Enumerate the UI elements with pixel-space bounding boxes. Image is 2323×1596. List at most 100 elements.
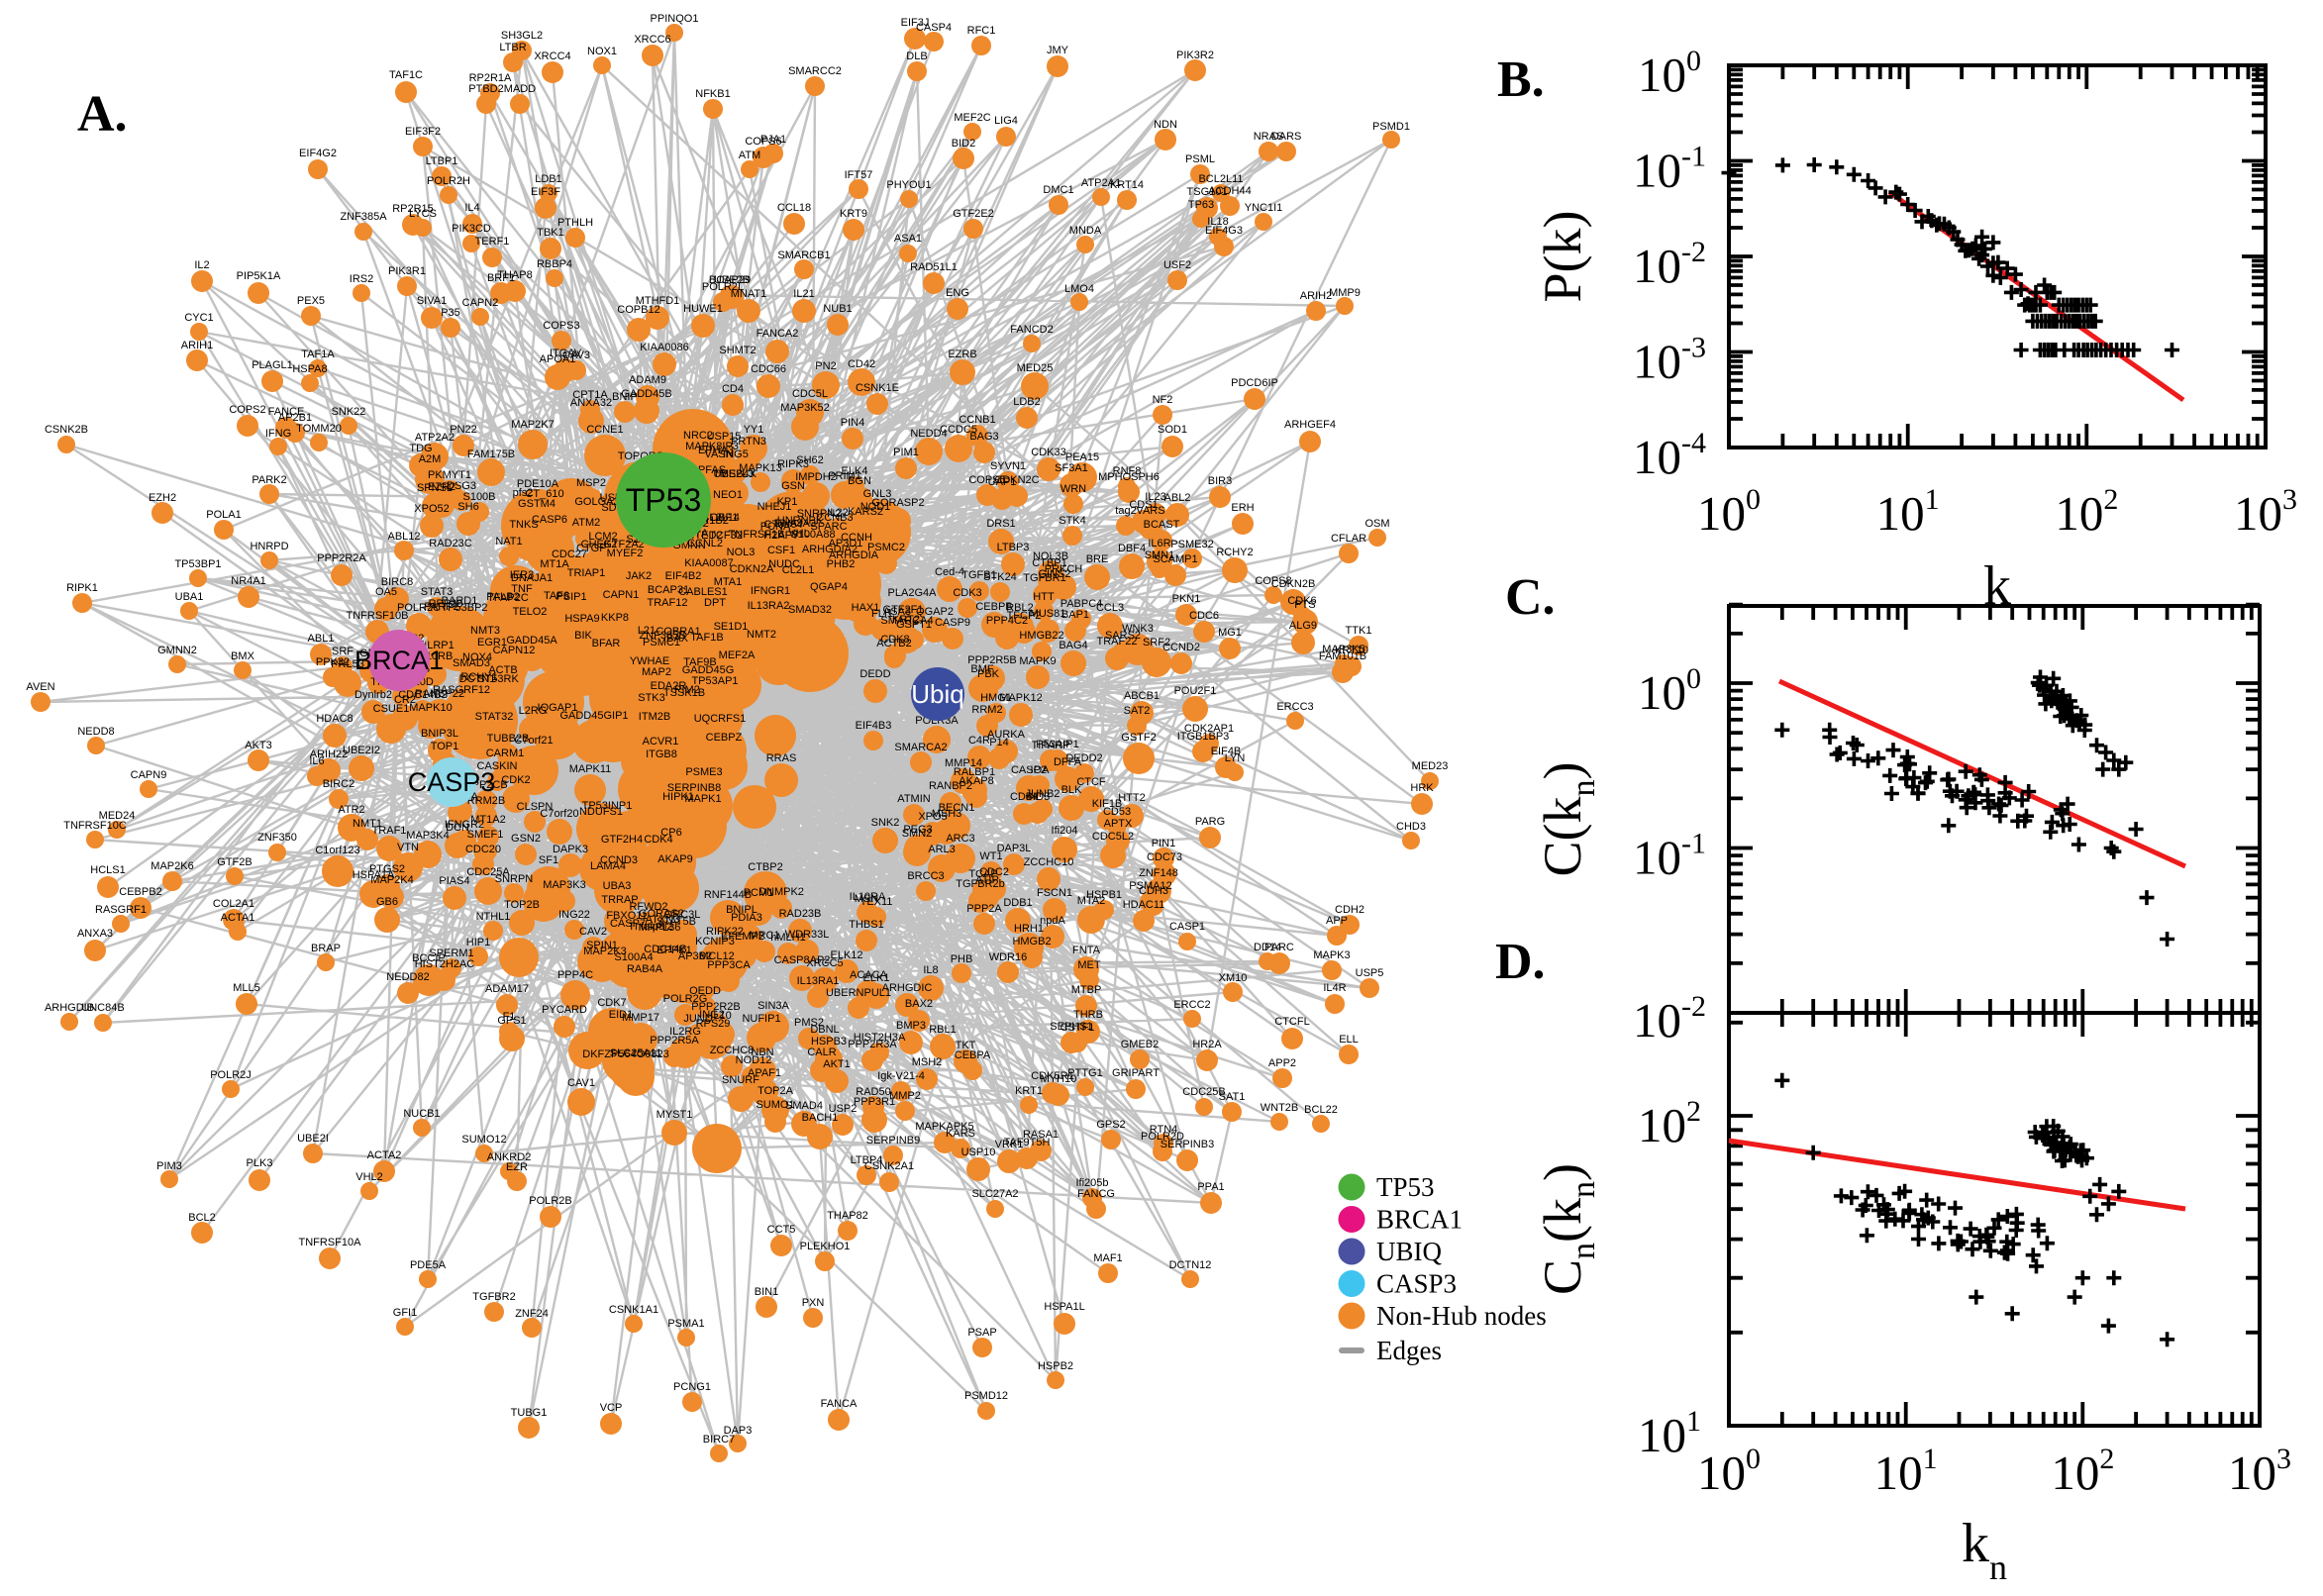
svg-text:BMX: BMX (231, 650, 255, 662)
svg-text:ENG: ENG (946, 287, 969, 299)
svg-text:PTS: PTS (1294, 599, 1315, 611)
svg-text:CDKN2B: CDKN2B (1271, 578, 1316, 590)
svg-text:RTN4: RTN4 (1150, 1124, 1178, 1136)
svg-text:TRIAP1: TRIAP1 (567, 567, 606, 579)
svg-text:BAX: BAX (666, 633, 689, 645)
svg-text:EGR1: EGR1 (477, 637, 507, 648)
svg-text:TFCP2: TFCP2 (1007, 610, 1042, 622)
svg-text:PALB2: PALB2 (486, 591, 519, 603)
svg-text:PEX5: PEX5 (297, 295, 325, 307)
svg-text:SLC25A11: SLC25A11 (610, 1047, 661, 1059)
svg-text:CAV2: CAV2 (579, 926, 607, 938)
svg-text:HDAC11: HDAC11 (1123, 899, 1165, 911)
svg-text:HMG1: HMG1 (980, 692, 1012, 704)
svg-text:MSH3: MSH3 (932, 808, 962, 820)
svg-text:APAF1: APAF1 (748, 1067, 781, 1079)
svg-text:CEBPA: CEBPA (955, 1049, 991, 1061)
svg-text:CASP8AP2: CASP8AP2 (774, 954, 831, 966)
svg-text:GTF2F1: GTF2F1 (883, 604, 924, 616)
svg-text:DPT: DPT (704, 597, 726, 609)
svg-text:ZNF148: ZNF148 (1139, 867, 1178, 879)
svg-text:SMAD32: SMAD32 (788, 604, 832, 616)
svg-text:GSTM4: GSTM4 (518, 498, 556, 510)
svg-text:MLL5: MLL5 (233, 982, 260, 994)
svg-text:SOD1: SOD1 (1158, 424, 1187, 436)
svg-text:PN2: PN2 (815, 360, 836, 372)
svg-text:RIPK1: RIPK1 (66, 582, 98, 594)
svg-text:AP3D1: AP3D1 (829, 538, 863, 549)
svg-text:HAX1: HAX1 (852, 602, 880, 614)
svg-text:MAP3K4: MAP3K4 (406, 830, 449, 842)
svg-text:IRS2: IRS2 (350, 273, 373, 285)
svg-text:BMF: BMF (970, 663, 994, 675)
svg-text:NDN: NDN (1154, 119, 1177, 131)
svg-text:NRC2: NRC2 (683, 430, 713, 442)
svg-text:SERPINB3: SERPINB3 (1161, 1139, 1214, 1150)
svg-text:GORAS2: GORAS2 (639, 908, 684, 920)
svg-text:ALG9: ALG9 (1289, 620, 1317, 632)
svg-text:THAP82: THAP82 (827, 1210, 868, 1222)
svg-text:TP53: TP53 (626, 482, 701, 518)
svg-text:RP2R15: RP2R15 (392, 203, 434, 215)
svg-text:CR2: CR2 (394, 694, 416, 706)
svg-text:PPP2R2A: PPP2R2A (317, 552, 366, 564)
svg-text:PTTG1: PTTG1 (1067, 1067, 1102, 1079)
svg-text:MSH2: MSH2 (912, 1056, 943, 1068)
svg-text:CSNK2B: CSNK2B (45, 424, 88, 436)
svg-text:PIAS4: PIAS4 (439, 875, 469, 887)
svg-text:BNIPL: BNIPL (726, 904, 758, 916)
svg-text:MMP2: MMP2 (889, 1090, 921, 1102)
svg-text:WNK3: WNK3 (1122, 623, 1154, 635)
svg-text:NRAS: NRAS (1254, 131, 1284, 143)
svg-text:SERPINB9: SERPINB9 (866, 1135, 920, 1147)
svg-text:BMP3: BMP3 (896, 1020, 926, 1032)
svg-text:CDKN2C: CDKN2C (994, 474, 1039, 486)
svg-text:PABPC4: PABPC4 (1060, 598, 1103, 610)
svg-text:EIF4B: EIF4B (1211, 746, 1242, 757)
svg-text:CDK33: CDK33 (1031, 447, 1065, 458)
svg-text:RAB4A: RAB4A (627, 963, 663, 975)
svg-text:ZNF385A: ZNF385A (340, 211, 387, 223)
svg-text:DAP3L: DAP3L (997, 843, 1032, 854)
svg-text:CD53: CD53 (1103, 806, 1131, 818)
svg-text:CASP3: CASP3 (408, 767, 496, 797)
svg-text:TGFB1: TGFB1 (961, 569, 996, 581)
svg-text:IOA: IOA (1031, 764, 1051, 776)
svg-text:EZR: EZR (506, 1161, 528, 1173)
svg-text:PEA15: PEA15 (1065, 451, 1099, 463)
svg-text:D.: D. (1495, 934, 1546, 990)
svg-text:NF2: NF2 (1153, 394, 1173, 406)
svg-text:MAPK1: MAPK1 (684, 793, 721, 805)
svg-text:ASA1: ASA1 (894, 233, 922, 245)
svg-text:TP53BP2: TP53BP2 (441, 602, 487, 614)
svg-text:KKP8: KKP8 (601, 612, 629, 624)
svg-text:COPS5: COPS5 (968, 474, 1005, 486)
svg-text:EIF3J: EIF3J (901, 17, 930, 29)
svg-text:PPP3CA: PPP3CA (707, 959, 751, 971)
svg-text:FAM175B: FAM175B (467, 449, 515, 460)
svg-text:Ifi205b: Ifi205b (1075, 1177, 1108, 1189)
svg-text:ASA3: ASA3 (883, 606, 911, 618)
svg-text:ARIH22: ARIH22 (310, 748, 349, 760)
svg-text:MMP14: MMP14 (945, 757, 982, 769)
svg-text:WT1: WT1 (979, 850, 1002, 862)
svg-text:KRT2: KRT2 (892, 614, 920, 626)
svg-text:HNRNPK: HNRNPK (777, 515, 824, 527)
svg-text:USP15: USP15 (707, 431, 742, 443)
svg-text:TNFRSF10A: TNFRSF10A (299, 1237, 362, 1248)
svg-text:P(k): P(k) (1533, 211, 1592, 303)
svg-text:CT_610: CT_610 (525, 488, 563, 500)
svg-text:CARM1: CARM1 (486, 748, 525, 759)
svg-text:RIPK3: RIPK3 (777, 458, 809, 470)
svg-text:CDK7: CDK7 (597, 997, 626, 1009)
svg-text:BNIP: BNIP (612, 391, 638, 403)
svg-text:MRC1: MRC1 (749, 930, 779, 942)
svg-text:NAT1: NAT1 (495, 536, 522, 548)
svg-text:KIF1B: KIF1B (1092, 798, 1123, 810)
svg-text:UNC84B: UNC84B (81, 1002, 124, 1014)
svg-text:NOX4: NOX4 (462, 651, 492, 663)
svg-text:CEBPB: CEBPB (975, 601, 1012, 613)
svg-text:MET: MET (1077, 959, 1101, 971)
svg-text:TDG: TDG (409, 443, 432, 454)
svg-text:MPHOSPH6: MPHOSPH6 (1098, 471, 1160, 483)
